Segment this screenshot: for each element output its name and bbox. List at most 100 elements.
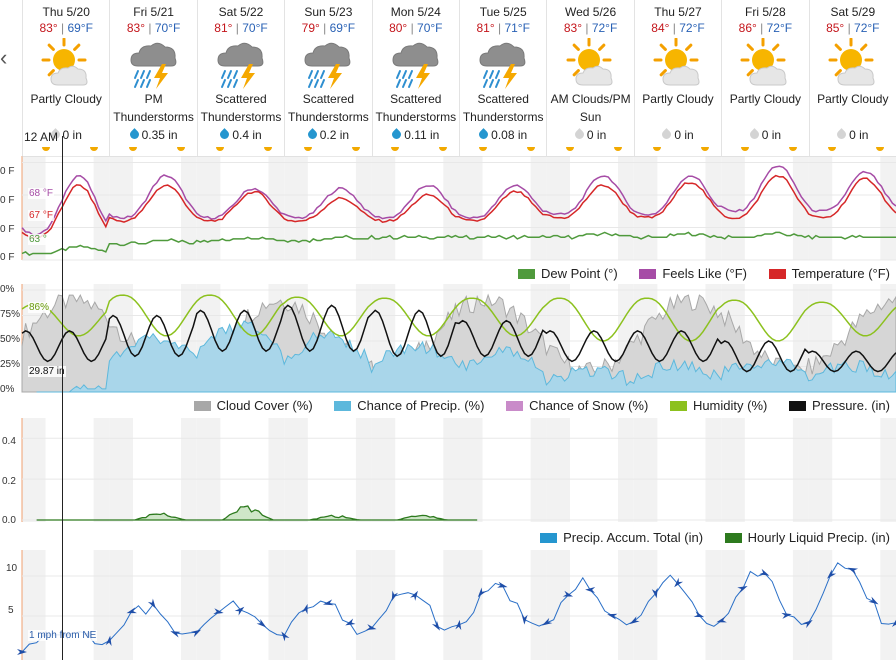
legend-pressure[interactable]: Pressure. (in): [788, 398, 890, 413]
day-date: Mon 5/24: [390, 5, 441, 19]
legend-dew-point[interactable]: Dew Point (°): [517, 266, 618, 281]
temp-separator: |: [847, 21, 851, 35]
temp-separator: |: [323, 21, 327, 35]
legend-cloud-cover[interactable]: Cloud Cover (%): [193, 398, 313, 413]
sun-marker-icon: [41, 147, 50, 151]
day-precip-amount: 0 in: [810, 128, 896, 142]
night-shade: [880, 156, 896, 260]
day-high-temp: 81°: [214, 21, 233, 35]
day-temps: 85° | 72°F: [810, 20, 896, 36]
sun-marker-icon: [876, 147, 885, 151]
wind-arrow-icon: [455, 619, 462, 631]
day-temps: 80° | 70°F: [373, 20, 459, 36]
night-shade: [808, 418, 833, 522]
day-low-temp: 71°F: [504, 21, 530, 35]
day-low-temp: 70°F: [154, 21, 181, 35]
day-low-temp: 72°F: [766, 21, 793, 35]
night-shade: [284, 418, 308, 522]
wind-arrow-icon: [629, 616, 640, 625]
day-column[interactable]: Fri 5/28 86° | 72°F Partly Cloudy 0 in: [721, 0, 808, 156]
thunderstorm-icon: [475, 38, 531, 90]
night-shade: [181, 550, 197, 660]
legend-clouds: Cloud Cover (%) Chance of Precip. (%) Ch…: [176, 398, 890, 413]
night-shade: [93, 550, 110, 660]
legend-temperature[interactable]: Temperature (°F): [768, 266, 890, 281]
sun-marker-icon: [128, 147, 137, 151]
day-precip-text: 0.2 in: [319, 128, 350, 142]
wind-arrow-icon: [391, 590, 399, 602]
previous-days-button[interactable]: ‹: [0, 45, 8, 70]
day-date: Thu 5/27: [654, 5, 702, 19]
legend-feels-like[interactable]: Feels Like (°F): [639, 266, 747, 281]
night-shade: [792, 156, 809, 260]
raindrop-icon: [747, 128, 761, 141]
day-column[interactable]: Wed 5/26 83° | 72°F AM Clouds/PM Sun 0 in: [546, 0, 633, 156]
night-shade: [721, 418, 745, 522]
y-tick-pct-0: 0%: [0, 384, 15, 395]
day-precip-text: 0 in: [62, 128, 82, 142]
y-tick-wind-10: 10: [6, 563, 18, 574]
legend-hourly-liquid[interactable]: Hourly Liquid Precip. (in): [724, 530, 890, 545]
night-shade: [371, 418, 396, 522]
day-precip-text: 0 in: [761, 128, 782, 142]
partly-cloudy-icon: [650, 37, 706, 90]
night-shade: [530, 156, 547, 260]
day-date: Sat 5/22: [218, 5, 264, 19]
hourly-liquid-area: [36, 505, 478, 521]
night-shade: [355, 550, 372, 660]
day-condition: Scattered Thunderstorms: [200, 92, 282, 124]
legend-precip-chance[interactable]: Chance of Precip. (%): [334, 398, 484, 413]
wind-arrow-icon: [802, 619, 813, 629]
night-shade: [880, 418, 896, 522]
wind-arrow-icon: [521, 614, 528, 625]
day-column[interactable]: Thu 5/20 83° | 69°F Partly Cloudy 0 in: [22, 0, 109, 156]
legend-snow-chance[interactable]: Chance of Snow (%): [506, 398, 648, 413]
sun-marker-icon: [264, 147, 273, 151]
wind-arrow-icon: [190, 629, 202, 638]
legend-humidity[interactable]: Humidity (%): [669, 398, 767, 413]
wind-arrow-icon: [759, 568, 770, 576]
series-line-feels-like: [21, 165, 896, 236]
legend-temperature: Dew Point (°) Feels Like (°F) Temperatur…: [500, 266, 890, 281]
day-temps: 83° | 70°F: [110, 20, 196, 36]
night-shade: [546, 418, 570, 522]
day-precip-amount: 0 in: [635, 128, 721, 142]
wind-arrow-icon: [323, 599, 334, 606]
wind-arrow-icon: [868, 596, 879, 605]
day-column[interactable]: Mon 5/24 80° | 70°F Scattered Thunderstorm…: [371, 0, 459, 156]
day-high-temp: 84°: [651, 21, 670, 35]
night-shade: [181, 418, 197, 522]
day-precip-amount: 0 in: [23, 128, 109, 142]
wind-arrow-icon: [542, 617, 553, 626]
partly-cloudy-icon: [563, 37, 619, 90]
day-column[interactable]: Fri 5/21 83° | 70°F PM Thunderstorms 0.35 i…: [109, 0, 196, 156]
night-shade: [633, 418, 658, 522]
night-shade: [618, 418, 634, 522]
wind-arrow-icon: [827, 569, 837, 579]
day-column[interactable]: Thu 5/27 84° | 72°F Partly Cloudy 0 in: [633, 0, 721, 156]
night-shade: [633, 156, 658, 260]
night-shade: [633, 550, 658, 660]
day-column[interactable]: Sat 5/22 81° | 70°F Scattered Thunderstorm…: [196, 0, 284, 156]
wind-arrow-icon: [281, 631, 290, 642]
sun-marker-icon: [828, 147, 837, 151]
wind-arrow-icon: [716, 616, 727, 623]
legend-precip-accum[interactable]: Precip. Accum. Total (in): [540, 530, 703, 545]
wind-arrow-icon: [674, 577, 684, 588]
y-tick-pct-100: 0%: [0, 284, 15, 295]
day-precip-text: 0 in: [586, 128, 607, 142]
wind-arrow-icon: [693, 611, 705, 618]
day-temps: 83° | 72°F: [547, 20, 633, 36]
day-precip-text: 0.35 in: [141, 128, 178, 142]
day-high-temp: 85°: [826, 21, 845, 35]
day-column[interactable]: Tue 5/25 81° | 71°F Scattered Thunderstorm…: [459, 0, 546, 156]
day-column[interactable]: Sun 5/23 79° | 69°F Scattered Thunderstorm…: [284, 0, 371, 156]
wind-arrow-icon: [301, 603, 308, 615]
night-shade: [721, 156, 745, 260]
sun-marker-icon: [614, 147, 623, 151]
night-shade: [443, 418, 459, 522]
current-time-line[interactable]: [62, 136, 63, 660]
day-column[interactable]: Sat 5/29 85° | 72°F Partly Cloudy 0 in: [808, 0, 896, 156]
day-precip-text: 0 in: [849, 128, 869, 142]
night-shade: [459, 156, 483, 260]
